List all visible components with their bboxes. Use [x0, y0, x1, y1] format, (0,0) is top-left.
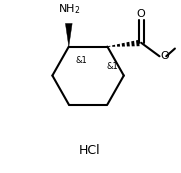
Text: &1: &1 — [75, 56, 87, 65]
Text: HCl: HCl — [79, 144, 101, 157]
Polygon shape — [65, 24, 72, 47]
Polygon shape — [131, 41, 135, 46]
Text: &1: &1 — [106, 62, 118, 71]
Polygon shape — [117, 44, 120, 47]
Polygon shape — [112, 45, 115, 47]
Polygon shape — [122, 43, 125, 47]
Polygon shape — [136, 40, 140, 46]
Polygon shape — [127, 42, 130, 47]
Text: NH$_2$: NH$_2$ — [58, 2, 80, 16]
Polygon shape — [107, 46, 110, 47]
Text: O: O — [137, 9, 146, 19]
Text: O: O — [160, 51, 169, 61]
